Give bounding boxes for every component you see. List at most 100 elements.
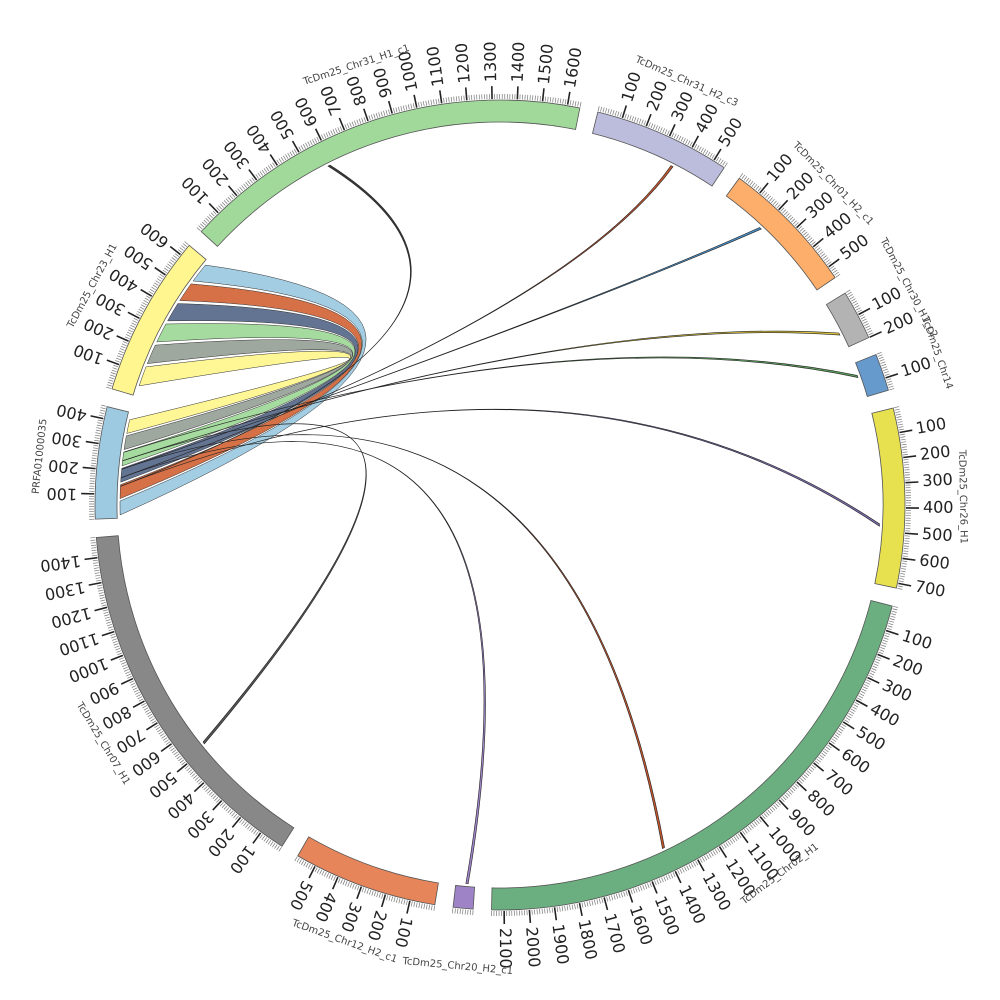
minor-tick (210, 212, 215, 217)
minor-tick (862, 686, 868, 690)
minor-tick (835, 273, 841, 278)
minor-tick (92, 559, 98, 562)
minor-tick (388, 895, 391, 901)
minor-tick (201, 221, 206, 226)
minor-tick (157, 728, 162, 733)
minor-tick (143, 299, 149, 304)
minor-tick (112, 640, 118, 644)
tick-label: 500 (853, 722, 889, 754)
major-tick (140, 288, 153, 297)
minor-tick (196, 227, 201, 232)
minor-tick (241, 185, 245, 190)
minor-tick (854, 305, 860, 309)
minor-tick (729, 839, 734, 844)
link-tcdm25-chr14 (123, 356, 859, 453)
minor-tick (557, 98, 559, 104)
minor-tick (571, 904, 574, 910)
minor-tick (840, 725, 845, 730)
minor-tick (607, 108, 610, 114)
minor-tick (114, 645, 120, 648)
minor-tick (649, 882, 652, 888)
minor-tick (102, 609, 108, 612)
tick-label: 400 (106, 264, 142, 296)
tick-label: 1400 (508, 41, 529, 82)
minor-tick (554, 97, 557, 103)
minor-tick (181, 761, 186, 766)
minor-tick (705, 150, 709, 155)
minor-tick (181, 245, 186, 249)
minor-tick (200, 223, 205, 228)
minor-tick (698, 146, 702, 152)
major-tick (813, 762, 825, 772)
minor-tick (792, 220, 797, 225)
minor-tick (657, 126, 661, 132)
minor-tick (137, 696, 143, 700)
minor-tick (231, 812, 236, 817)
minor-tick (787, 790, 792, 795)
minor-tick (420, 101, 423, 107)
minor-tick (564, 99, 567, 105)
minor-tick (179, 759, 185, 764)
minor-tick (724, 162, 728, 168)
minor-tick (328, 873, 332, 879)
minor-tick (574, 101, 577, 107)
minor-tick (857, 309, 862, 313)
minor-tick (423, 903, 426, 909)
minor-tick (648, 122, 651, 128)
minor-tick (269, 841, 274, 846)
major-tick (697, 859, 705, 872)
minor-tick (564, 905, 566, 911)
major-tick (842, 721, 855, 730)
major-tick (363, 108, 369, 122)
minor-tick (574, 904, 576, 910)
minor-tick (671, 132, 675, 138)
tick-label: 500 (921, 524, 953, 545)
minor-tick (385, 110, 388, 116)
minor-tick (227, 196, 232, 201)
major-tick (885, 629, 899, 636)
minor-tick (104, 616, 110, 619)
minor-tick (824, 748, 829, 753)
minor-tick (95, 432, 101, 434)
major-tick (110, 654, 124, 661)
minor-tick (652, 124, 656, 130)
minor-tick (551, 907, 554, 913)
minor-tick (773, 804, 778, 809)
minor-tick (138, 308, 144, 312)
major-tick (88, 581, 102, 586)
minor-tick (901, 441, 907, 443)
minor-tick (784, 794, 789, 799)
minor-tick (819, 251, 824, 255)
minor-tick (173, 255, 178, 259)
minor-tick (91, 455, 98, 457)
major-tick (603, 897, 609, 911)
minor-tick (116, 355, 122, 358)
tick-label: 200 (364, 908, 391, 943)
minor-tick (405, 104, 408, 110)
link-tcdm25-chr20-h2-c1 (120, 441, 486, 884)
minor-tick (251, 828, 255, 833)
minor-tick (131, 322, 137, 326)
major-tick (106, 359, 120, 366)
minor-tick (673, 133, 677, 139)
minor-tick (99, 412, 105, 415)
minor-tick (233, 813, 238, 819)
major-tick (116, 335, 129, 342)
minor-tick (903, 550, 909, 552)
minor-tick (165, 265, 171, 270)
tick-label: 1600 (626, 903, 657, 948)
minor-tick (94, 569, 100, 572)
minor-tick (376, 892, 379, 898)
major-tick (621, 105, 628, 119)
minor-tick (586, 901, 589, 907)
minor-tick (323, 133, 327, 139)
minor-tick (889, 618, 895, 621)
minor-tick (143, 707, 149, 711)
tick-label: 400 (311, 889, 341, 925)
minor-tick (458, 96, 460, 102)
minor-tick (91, 457, 97, 459)
minor-tick (398, 898, 401, 904)
minor-tick (707, 151, 711, 157)
minor-tick (128, 329, 133, 333)
minor-tick (780, 207, 785, 212)
